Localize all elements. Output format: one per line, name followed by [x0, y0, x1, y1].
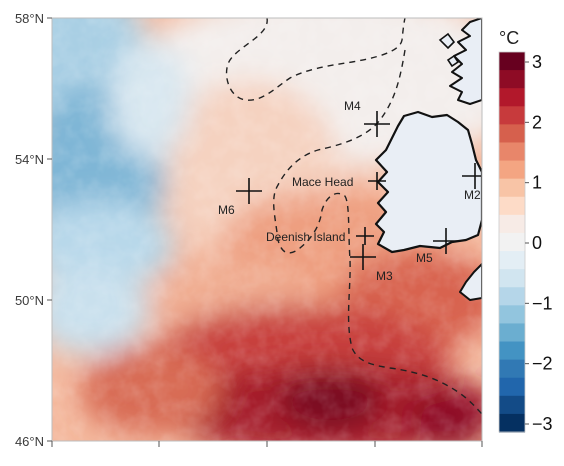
ireland-landmass — [374, 110, 482, 254]
colorbar-segment — [499, 413, 525, 433]
axis-ticks — [47, 17, 483, 447]
colorbar-segment — [499, 178, 525, 198]
colorbar-segment — [499, 196, 525, 216]
colorbar-segment — [499, 52, 525, 71]
station-label-m3: M3 — [376, 269, 393, 283]
station-marker-mace-head — [368, 172, 386, 190]
colorbar-segment — [499, 377, 525, 397]
station-label-m6: M6 — [218, 203, 235, 217]
colorbar-segment — [499, 359, 525, 379]
station-label-m5: M5 — [416, 251, 433, 265]
lat-tick-label-50n: 50°N — [15, 293, 44, 308]
island-fragment — [438, 32, 460, 68]
station-marker-m5 — [433, 228, 459, 254]
colorbar-tick-label: −3 — [532, 414, 553, 434]
colorbar-ticks: 3 2 1 0 −1 −2 −3 — [525, 52, 553, 434]
station-marker-m2 — [462, 163, 482, 189]
colorbar-tick-label: 2 — [532, 112, 542, 132]
station-label-deenish-island: Deenish Island — [266, 230, 345, 244]
colorbar — [499, 52, 525, 433]
colorbar-frame — [498, 51, 526, 433]
colorbar-tick-label: −2 — [532, 354, 553, 374]
station-marker-m6 — [236, 178, 262, 204]
colorbar-segment — [499, 124, 525, 144]
station-marker-m3 — [350, 244, 376, 270]
colorbar-segment — [499, 232, 525, 252]
lat-tick-label-46n: 46°N — [15, 434, 44, 449]
colorbar-tick-label: −1 — [532, 293, 553, 313]
colorbar-tick-label: 3 — [532, 52, 542, 72]
colorbar-segment — [499, 287, 525, 306]
colorbar-segment — [499, 251, 525, 270]
colorbar-segment — [499, 269, 525, 288]
station-label-mace-head: Mace Head — [292, 175, 353, 189]
station-label-m4: M4 — [344, 99, 361, 113]
colorbar-segment — [499, 160, 525, 180]
station-label-m2: M2 — [464, 188, 481, 202]
colorbar-segment — [499, 305, 525, 325]
scotland-coast — [449, 18, 482, 105]
colorbar-segment — [499, 88, 525, 107]
colorbar-tick-label: 0 — [532, 233, 542, 253]
station-marker-m4 — [364, 111, 390, 137]
bathymetry-contour-west — [272, 49, 482, 415]
colorbar-segment — [499, 323, 525, 343]
station-marker-deenish-island — [356, 227, 374, 245]
britain-coast — [459, 263, 482, 301]
lat-tick-label-54n: 54°N — [15, 152, 44, 167]
lat-tick-label-58n: 58°N — [15, 11, 44, 26]
colorbar-unit: °C — [499, 28, 519, 48]
colorbar-segment — [499, 395, 525, 415]
colorbar-segment — [499, 214, 525, 234]
colorbar-segment — [499, 70, 525, 89]
colorbar-segment — [499, 106, 525, 125]
bathymetry-contour-north — [225, 18, 406, 101]
colorbar-segment — [499, 142, 525, 162]
colorbar-tick-label: 1 — [532, 173, 542, 193]
colorbar-segment — [499, 341, 525, 361]
sst-anomaly-field — [52, 18, 482, 441]
